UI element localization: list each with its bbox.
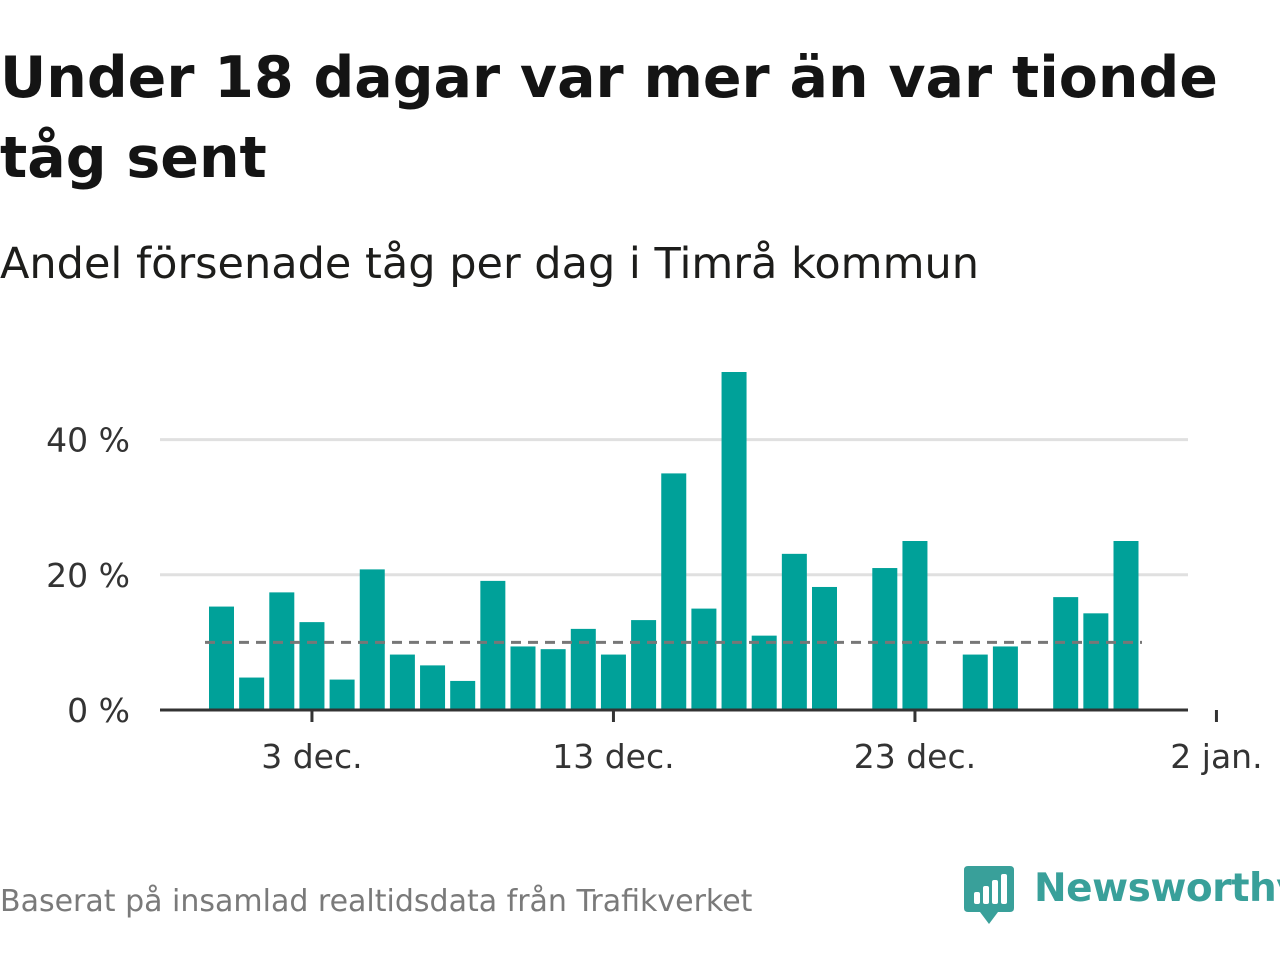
bar [600, 654, 626, 710]
bar [389, 654, 415, 710]
bar [1083, 613, 1109, 710]
bar [992, 646, 1018, 710]
bar [239, 677, 265, 710]
x-tick-label: 3 dec. [261, 737, 362, 776]
y-tick-label: 40 % [46, 421, 130, 460]
bar [872, 568, 898, 710]
bar [420, 665, 446, 710]
chart-subtitle: Andel försenade tåg per dag i Timrå komm… [0, 239, 979, 289]
bar [450, 680, 476, 710]
bar [691, 608, 717, 710]
chart-title: Under 18 dagar var mer än var tionde tåg… [0, 45, 1218, 191]
bar [631, 620, 657, 710]
newsworthy-bar-chart-bubble-icon [964, 866, 1014, 924]
bar [721, 372, 747, 710]
x-tick-label: 13 dec. [552, 737, 674, 776]
bar [209, 606, 234, 710]
bar [540, 649, 566, 710]
bar [480, 580, 506, 710]
brand-logo: Newsworthy [964, 864, 1280, 928]
brand-name: Newsworthy [1034, 866, 1280, 911]
bars [209, 372, 1139, 710]
y-tick-label: 20 % [46, 556, 130, 595]
bar [510, 646, 536, 710]
axes [160, 708, 1218, 722]
tick-labels: 0 % 20 % 40 % 3 dec. 13 dec. 23 dec. 2 jan. [46, 421, 1262, 776]
bar [661, 473, 687, 710]
bar [781, 553, 807, 710]
bar [751, 635, 777, 710]
x-tick-label: 2 jan. [1170, 737, 1262, 776]
bar [1113, 541, 1139, 710]
bar [812, 586, 837, 710]
bar [962, 654, 988, 710]
source-note: Baserat på insamlad realtidsdata från Tr… [0, 884, 753, 919]
bar [1053, 597, 1079, 710]
bar [902, 541, 928, 710]
bar [269, 592, 295, 710]
y-tick-label: 0 % [67, 691, 130, 730]
x-tick-label: 23 dec. [854, 737, 976, 776]
bar [299, 622, 325, 710]
bar [329, 679, 355, 710]
bar-chart: 0 % 20 % 40 % 3 dec. 13 dec. 23 dec. 2 jan. [46, 372, 1263, 776]
bar [359, 569, 385, 710]
